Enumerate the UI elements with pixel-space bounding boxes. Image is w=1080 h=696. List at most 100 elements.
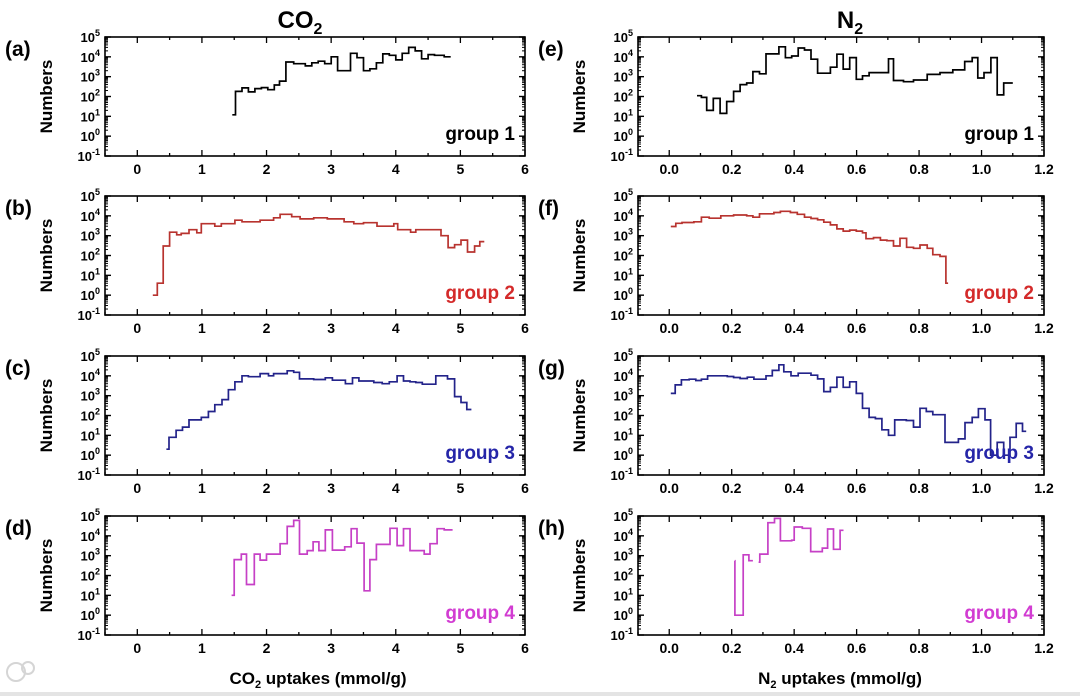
panel-letter: (h) [538, 517, 565, 540]
x-tick-label: 0 [133, 640, 141, 656]
y-axis-label: Numbers [37, 219, 56, 293]
histogram-step-line [670, 210, 949, 285]
watermark-logo [6, 661, 35, 682]
x-tick-label: 1 [198, 320, 206, 336]
y-tick-label: 105 [614, 187, 633, 204]
panel-e: (e) Numbers 105 104 103 102 101 100 10-1 0.0 0.2 0.… [538, 28, 1054, 177]
histogram-step-line [697, 45, 1013, 115]
y-tick-label: 103 [614, 227, 633, 244]
y-tick-label: 100 [81, 606, 100, 623]
group-label: group 3 [964, 443, 1034, 464]
y-tick-label: 101 [81, 266, 100, 283]
x-tick-label: 5 [456, 320, 464, 336]
y-tick-label: 10-1 [78, 466, 100, 483]
x-tick-label: 1.0 [972, 320, 992, 336]
x-tick-label: 1.0 [972, 161, 992, 177]
x-tick-label: 0 [133, 320, 141, 336]
group-label: group 3 [445, 443, 515, 464]
x-axis-label-n2: N2 uptakes (mmol/g) [758, 669, 922, 691]
panel-letter: (a) [5, 38, 31, 61]
y-tick-label: 101 [81, 107, 100, 124]
histogram-step-line [734, 517, 844, 617]
histogram-step-line [232, 46, 451, 116]
x-tick-label: 0.8 [909, 640, 929, 656]
x-tick-label: 6 [521, 480, 529, 496]
y-tick-label: 101 [81, 586, 100, 603]
x-tick-label: 0.4 [784, 480, 804, 496]
y-tick-label: 104 [614, 367, 633, 384]
y-tick-label: 102 [614, 88, 633, 105]
panel-letter: (e) [538, 38, 564, 61]
y-tick-label: 100 [614, 286, 633, 303]
y-tick-label: 103 [614, 387, 633, 404]
histogram-step-line [670, 363, 1027, 457]
x-tick-label: 0.2 [722, 480, 742, 496]
x-tick-label: 0.0 [659, 161, 679, 177]
x-tick-label: 2 [263, 640, 271, 656]
x-tick-label: 0 [133, 480, 141, 496]
bottom-strip [0, 692, 1080, 696]
x-axis-label-co2: CO2 uptakes (mmol/g) [229, 669, 406, 691]
y-axis-label: Numbers [37, 539, 56, 613]
x-tick-label: 0.4 [784, 161, 804, 177]
x-tick-label: 0.2 [722, 320, 742, 336]
x-tick-label: 0.8 [909, 161, 929, 177]
y-tick-label: 10-1 [611, 306, 633, 323]
panel-letter: (d) [5, 517, 32, 540]
x-tick-label: 0.6 [847, 640, 867, 656]
y-tick-label: 105 [81, 187, 100, 204]
x-tick-label: 3 [327, 320, 335, 336]
x-tick-label: 6 [521, 320, 529, 336]
x-tick-label: 2 [263, 320, 271, 336]
y-tick-label: 104 [81, 48, 100, 65]
x-tick-label: 1.0 [972, 640, 992, 656]
y-tick-label: 10-1 [611, 147, 633, 164]
x-tick-label: 0 [133, 161, 141, 177]
y-axis-label: Numbers [570, 379, 589, 453]
y-tick-label: 103 [81, 227, 100, 244]
y-tick-label: 102 [614, 567, 633, 584]
x-tick-label: 1.2 [1034, 320, 1054, 336]
panel-c: (c) Numbers 105 104 103 102 101 100 10-1 0 1 2 3 4 5 6g… [5, 347, 529, 496]
y-tick-label: 101 [614, 107, 633, 124]
panel-letter: (f) [538, 197, 559, 220]
panel-h: (h) Numbers 105 104 103 102 101 100 10-1 0.0 0.2 0.… [538, 507, 1054, 656]
x-tick-label: 4 [392, 161, 400, 177]
column-title-n2: N2 [837, 7, 863, 38]
y-axis-label: Numbers [570, 219, 589, 293]
y-tick-label: 104 [81, 367, 100, 384]
panel-letter: (b) [5, 197, 32, 220]
y-tick-label: 103 [614, 547, 633, 564]
x-tick-label: 4 [392, 480, 400, 496]
x-tick-label: 1.0 [972, 480, 992, 496]
x-tick-label: 2 [263, 480, 271, 496]
y-tick-label: 103 [81, 387, 100, 404]
y-tick-label: 105 [81, 347, 100, 364]
group-label: group 1 [964, 124, 1034, 145]
y-tick-label: 103 [81, 68, 100, 85]
y-tick-label: 102 [81, 247, 100, 264]
y-tick-label: 104 [614, 207, 633, 224]
y-tick-label: 100 [614, 127, 633, 144]
panel-g: (g) Numbers 105 104 103 102 101 100 10-1 0.0 0.2 0.… [538, 347, 1054, 496]
x-tick-label: 1.2 [1034, 640, 1054, 656]
x-tick-label: 0.6 [847, 320, 867, 336]
y-tick-label: 100 [614, 446, 633, 463]
x-tick-label: 0.2 [722, 640, 742, 656]
x-tick-label: 0.0 [659, 480, 679, 496]
x-tick-label: 0.0 [659, 320, 679, 336]
x-tick-label: 3 [327, 161, 335, 177]
x-tick-label: 0.6 [847, 161, 867, 177]
panel-a: (a) Numbers 105 104 103 102 101 100 10-1 0 1 2 3 4 5 6g… [5, 28, 529, 177]
x-tick-label: 3 [327, 480, 335, 496]
y-tick-label: 103 [614, 68, 633, 85]
y-axis-label: Numbers [37, 60, 56, 134]
y-tick-label: 105 [614, 507, 633, 524]
y-tick-label: 100 [81, 446, 100, 463]
x-tick-label: 1 [198, 480, 206, 496]
group-label: group 2 [964, 283, 1034, 304]
x-tick-label: 4 [392, 320, 400, 336]
panel-letter: (c) [5, 357, 31, 380]
y-axis-label: Numbers [570, 539, 589, 613]
y-tick-label: 102 [614, 407, 633, 424]
